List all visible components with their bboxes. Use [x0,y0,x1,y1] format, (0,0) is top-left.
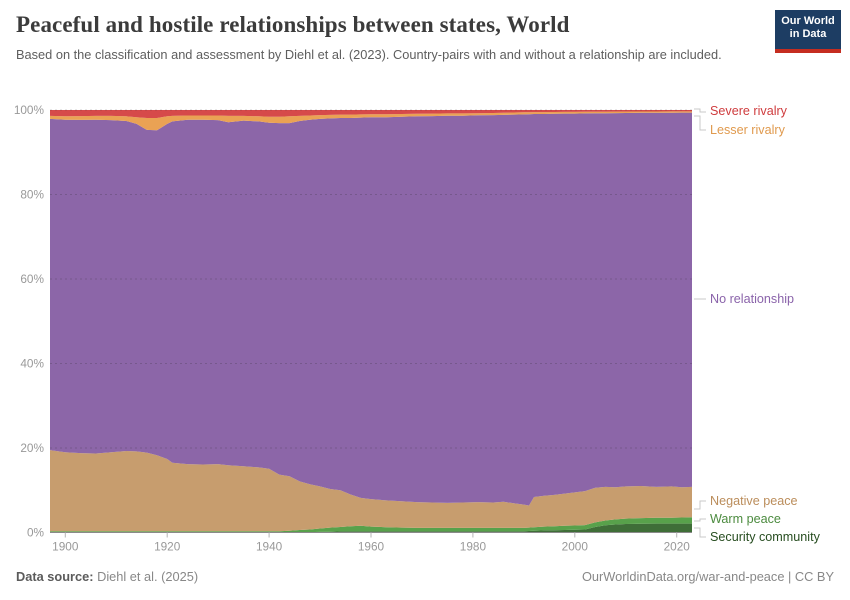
area-warm-peace[interactable] [50,517,692,533]
series-label-no-relationship[interactable]: No relationship [710,292,794,306]
series-label-negative-peace[interactable]: Negative peace [710,494,798,508]
x-tick-label: 2000 [562,540,589,554]
legend-connector-severe-rivalry [694,108,706,113]
owid-logo[interactable]: Our World in Data [775,10,841,53]
series-label-lesser-rivalry[interactable]: Lesser rivalry [710,123,786,137]
y-tick-label: 100% [14,103,45,117]
area-no-relationship[interactable] [50,112,692,506]
x-axis: 1900 1920 1940 1960 1980 2000 2020 [52,532,691,554]
x-tick-label: 1960 [358,540,385,554]
x-tick-label: 2020 [664,540,691,554]
x-tick-label: 1940 [256,540,283,554]
y-tick-label: 0% [27,526,45,540]
data-source-value: Diehl et al. (2025) [97,569,199,584]
legend-connectors [694,108,706,538]
x-tick-label: 1920 [154,540,181,554]
data-source-label: Data source: [16,569,94,584]
series-label-security-community[interactable]: Security community [710,530,821,544]
y-tick-label: 60% [20,272,44,286]
credit-link[interactable]: OurWorldinData.org/war-and-peace | CC BY [581,569,834,584]
legend-connector-warm-peace [694,518,706,522]
page-title: Peaceful and hostile relationships betwe… [16,12,570,37]
y-tick-label: 40% [20,357,44,371]
area-severe-rivalry[interactable] [50,110,692,118]
owid-logo-stripe [775,49,841,53]
legend-connector-lesser-rivalry [694,115,706,131]
owid-logo-line2: in Data [789,28,827,40]
data-source: Data source: Diehl et al. (2025) [16,569,198,584]
x-tick-label: 1900 [52,540,79,554]
legend-connector-negative-peace [694,500,706,510]
chart-gridlines [50,109,692,449]
chart-header: Peaceful and hostile relationships betwe… [16,12,766,64]
chart-subtitle: Based on the classification and assessme… [16,47,722,62]
x-tick-label: 1980 [460,540,487,554]
area-negative-peace[interactable] [50,450,692,532]
chart-footer: Data source: Diehl et al. (2025) OurWorl… [16,569,834,584]
area-security-community[interactable] [50,523,692,533]
area-lesser-rivalry[interactable] [50,111,692,131]
y-tick-label: 20% [20,441,44,455]
series-label-warm-peace[interactable]: Warm peace [710,512,781,526]
legend-connector-security-community [694,527,706,538]
series-labels: Security community Warm peace Negative pea… [710,104,821,544]
y-tick-label: 80% [20,188,44,202]
series-label-severe-rivalry[interactable]: Severe rivalry [710,104,788,118]
owid-logo-line1: Our World [781,15,835,27]
chart-areas [50,110,692,533]
